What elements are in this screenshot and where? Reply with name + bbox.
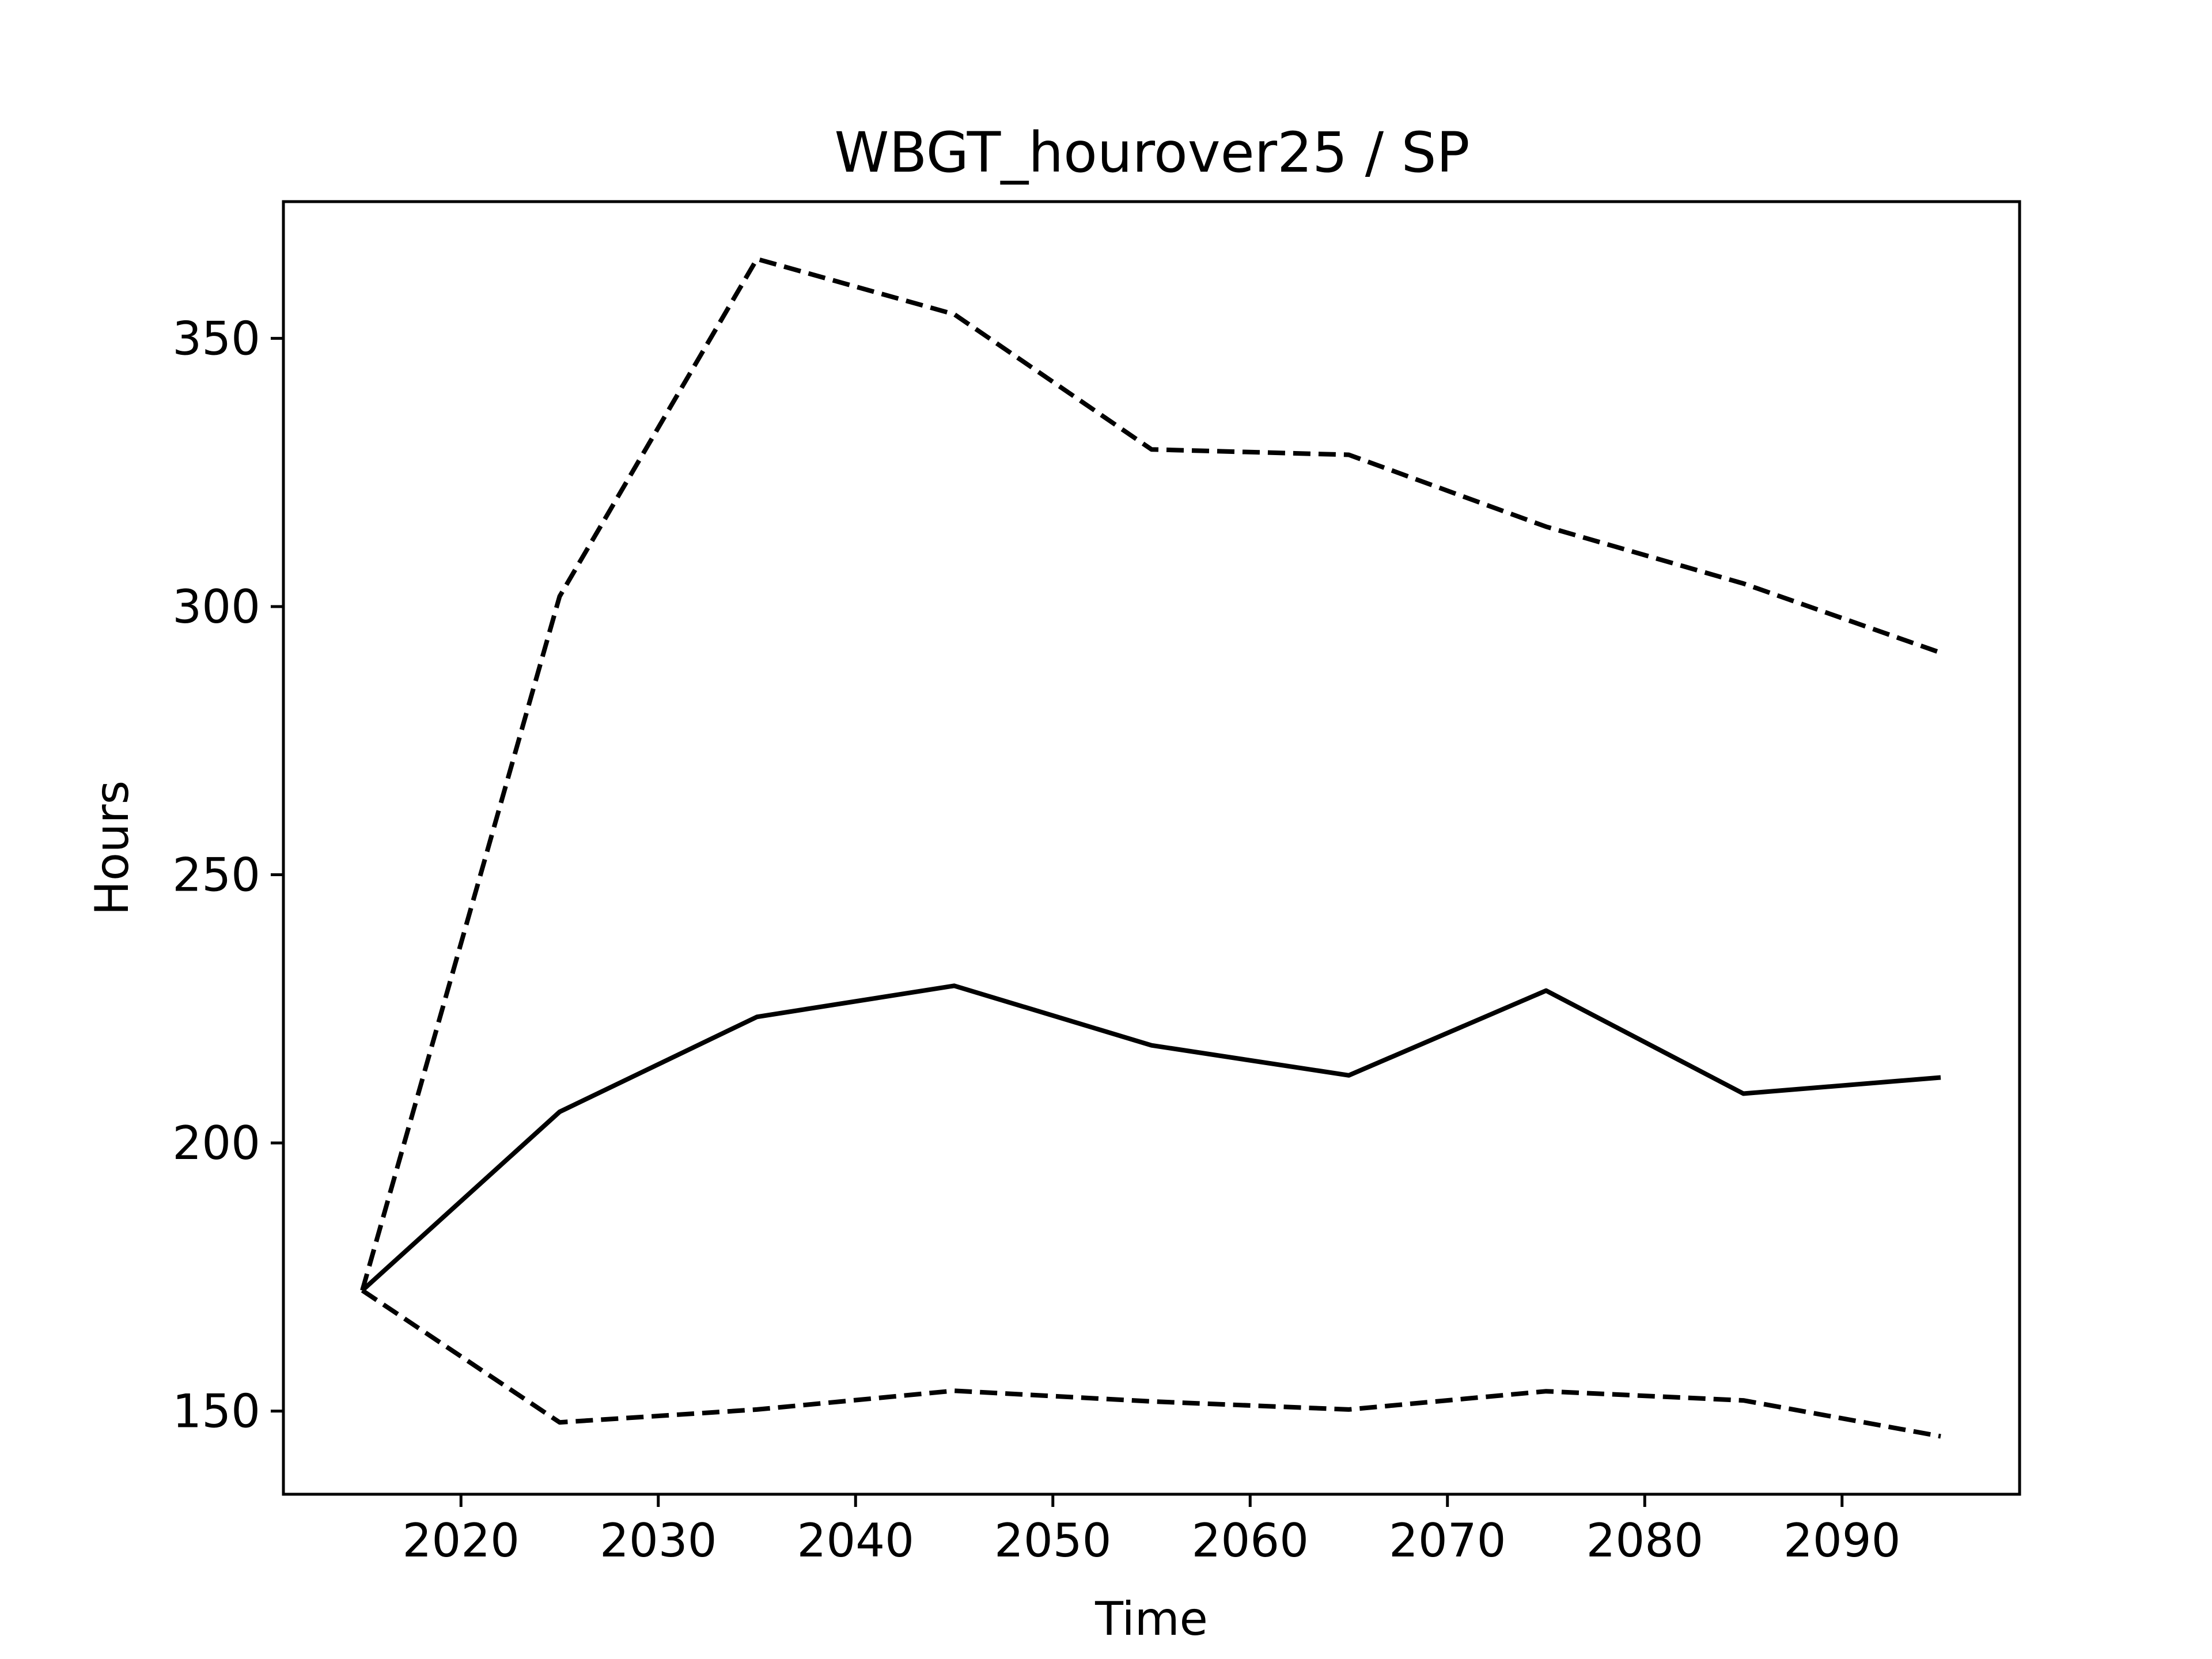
series-line-3 bbox=[361, 1288, 1941, 1439]
x-tick-label: 2040 bbox=[797, 1514, 914, 1567]
plot-frame bbox=[282, 200, 2021, 1496]
x-tick-label: 2090 bbox=[1783, 1514, 1901, 1567]
y-tick-label: 250 bbox=[172, 849, 260, 902]
x-tick-label: 2020 bbox=[402, 1514, 520, 1567]
x-tick-label: 2030 bbox=[600, 1514, 717, 1567]
y-tick-label: 300 bbox=[172, 580, 260, 634]
y-axis-label: Hours bbox=[85, 781, 139, 915]
x-tick-label: 2070 bbox=[1389, 1514, 1506, 1567]
series-line-2 bbox=[360, 256, 1942, 1291]
x-tick-label: 2050 bbox=[994, 1514, 1112, 1567]
y-tick-label: 150 bbox=[172, 1385, 260, 1438]
chart-title: WBGT_hourover25 / SP bbox=[835, 120, 1470, 185]
y-axis: 150 200 250 300 350 bbox=[172, 312, 283, 1438]
y-tick-label: 200 bbox=[172, 1116, 260, 1170]
x-axis: 2020 2030 2040 2050 2060 2070 2080 2090 bbox=[402, 1494, 1901, 1567]
series-line-1 bbox=[361, 983, 1941, 1293]
x-tick-label: 2060 bbox=[1191, 1514, 1309, 1567]
x-tick-label: 2080 bbox=[1586, 1514, 1703, 1567]
y-tick-label: 350 bbox=[172, 312, 260, 365]
series-layer bbox=[360, 256, 1942, 1439]
x-axis-label: Time bbox=[1094, 1592, 1208, 1646]
